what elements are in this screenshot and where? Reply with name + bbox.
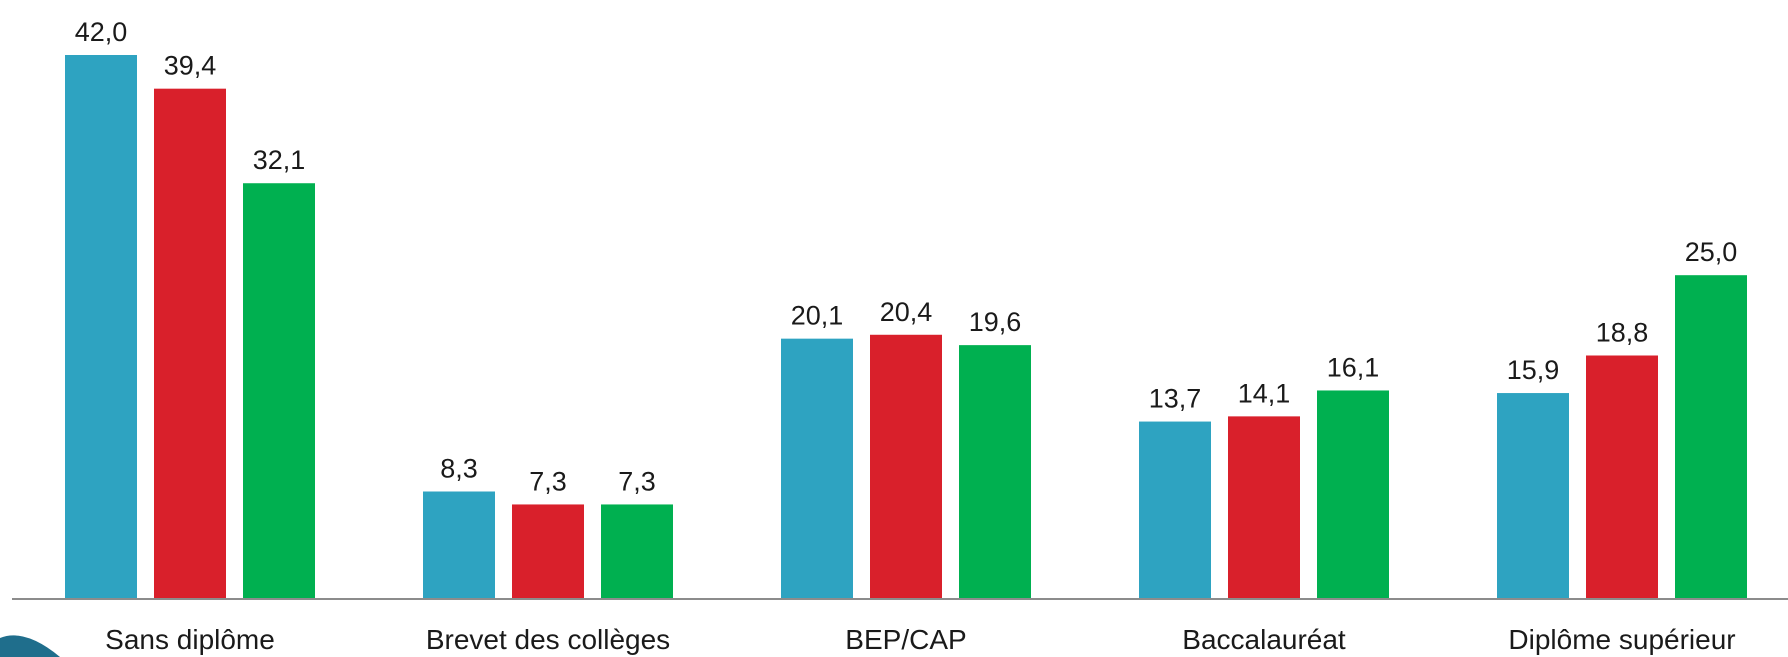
bar (959, 345, 1031, 599)
bar (65, 55, 137, 599)
data-label: 16,1 (1327, 352, 1380, 382)
bars-group (65, 55, 1747, 599)
category-label: Diplôme supérieur (1508, 624, 1735, 655)
data-labels-group: 42,0 39,4 32,1 8,3 7,3 7,3 20,1 20,4 19,6 13,7 14,… (75, 17, 1738, 496)
data-label: 15,9 (1507, 355, 1560, 385)
data-label: 20,1 (791, 301, 844, 331)
bar (512, 504, 584, 599)
bar (154, 88, 226, 599)
data-label: 7,3 (529, 466, 567, 496)
bar (781, 338, 853, 599)
bar (601, 504, 673, 599)
category-label: Baccalauréat (1182, 624, 1346, 655)
data-label: 13,7 (1149, 384, 1202, 414)
category-label: Brevet des collèges (426, 624, 670, 655)
bar (1139, 421, 1211, 599)
data-label: 25,0 (1685, 237, 1738, 267)
bar (1497, 393, 1569, 599)
bar (1228, 416, 1300, 599)
data-label: 32,1 (253, 145, 306, 175)
data-label: 7,3 (618, 466, 656, 496)
data-label: 20,4 (880, 297, 933, 327)
corner-accent-decoration (0, 635, 60, 657)
category-label: Sans diplôme (105, 624, 275, 655)
category-label: BEP/CAP (845, 624, 966, 655)
bar (243, 183, 315, 599)
bar (1586, 355, 1658, 599)
bar (870, 334, 942, 599)
data-label: 42,0 (75, 17, 128, 47)
data-label: 18,8 (1596, 317, 1649, 347)
category-labels-group: Sans diplôme Brevet des collèges BEP/CAP Ba… (105, 624, 1735, 655)
bar (423, 491, 495, 599)
data-label: 14,1 (1238, 378, 1291, 408)
data-label: 8,3 (440, 453, 478, 483)
bar (1675, 275, 1747, 599)
bar (1317, 390, 1389, 599)
data-label: 19,6 (969, 307, 1022, 337)
data-label: 39,4 (164, 51, 217, 81)
